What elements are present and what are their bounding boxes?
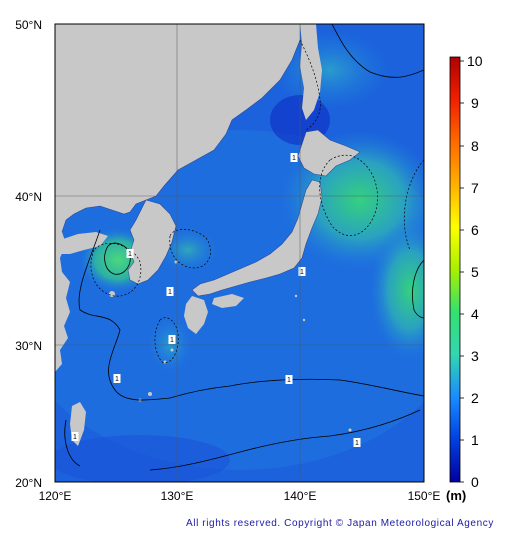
lon-label-140e: 140°E bbox=[284, 489, 317, 503]
colorbar-ticks bbox=[460, 60, 464, 483]
land-masses bbox=[55, 24, 360, 446]
colorbar-tick-5: 5 bbox=[471, 264, 479, 280]
graticule bbox=[55, 24, 424, 482]
land-hokkaido bbox=[298, 130, 360, 176]
colorbar-gradient bbox=[449, 56, 461, 483]
coastlines bbox=[61, 39, 361, 297]
colorbar-tick-7: 7 bbox=[471, 180, 479, 196]
contour-label: 1 bbox=[168, 289, 172, 296]
land-korea bbox=[128, 200, 176, 284]
map-frame bbox=[54, 23, 425, 483]
contour-label: 1 bbox=[355, 440, 359, 447]
contour-label: 1 bbox=[292, 155, 296, 162]
colorbar-tick-1: 1 bbox=[471, 432, 479, 448]
contours-solid bbox=[64, 24, 424, 471]
contour-1m-east bbox=[412, 259, 424, 319]
contour-1m-taiwan bbox=[64, 419, 81, 467]
contour-label: 1 bbox=[73, 434, 77, 441]
lat-label-40n: 40°N bbox=[15, 190, 42, 204]
contour-1m-north bbox=[331, 24, 424, 78]
contour-label: 1 bbox=[115, 376, 119, 383]
colorbar-tick-10: 10 bbox=[467, 53, 483, 69]
latitude-labels: 50°N 40°N 30°N 20°N bbox=[15, 18, 42, 490]
lon-label-130e: 130°E bbox=[161, 489, 194, 503]
contours-dashed bbox=[90, 39, 424, 363]
map-canvas: 1 1 1 1 1 1 1 1 1 bbox=[55, 24, 424, 482]
contour-label: 1 bbox=[128, 251, 132, 258]
contour-dashed-yellow-sea bbox=[90, 242, 142, 297]
contour-dashed-sea-of-japan bbox=[169, 229, 211, 269]
lat-label-50n: 50°N bbox=[15, 18, 42, 32]
colorbar: 10 9 8 7 6 5 4 3 2 1 0 (m) bbox=[446, 53, 483, 503]
lat-label-30n: 30°N bbox=[15, 339, 42, 353]
colorbar-tick-3: 3 bbox=[471, 348, 479, 364]
contour-label: 1 bbox=[170, 337, 174, 344]
land-asia-mainland bbox=[55, 24, 300, 372]
land-kyushu bbox=[184, 296, 208, 334]
wave-field-far-east bbox=[370, 220, 424, 360]
land-shandong bbox=[60, 232, 108, 254]
land-honshu bbox=[192, 180, 322, 296]
contour-dashed-east bbox=[319, 154, 378, 236]
colorbar-tick-6: 6 bbox=[471, 222, 479, 238]
land-sakhalin bbox=[300, 24, 322, 120]
copyright-notice: All rights reserved. Copyright © Japan M… bbox=[186, 518, 494, 529]
contour-1m-south bbox=[149, 409, 421, 471]
contour-1m-korea bbox=[104, 242, 131, 275]
colorbar-tick-8: 8 bbox=[471, 138, 479, 154]
colorbar-tick-2: 2 bbox=[471, 390, 479, 406]
contour-1m-west bbox=[78, 229, 424, 401]
lon-label-120e: 120°E bbox=[39, 489, 72, 503]
longitude-labels: 120°E 130°E 140°E 150°E bbox=[39, 489, 441, 503]
colorbar-tick-9: 9 bbox=[471, 95, 479, 111]
colorbar-tick-0: 0 bbox=[471, 474, 479, 490]
contour-dashed-far-east bbox=[404, 159, 424, 251]
lon-label-150e: 150°E bbox=[408, 489, 441, 503]
contour-label: 1 bbox=[287, 377, 291, 384]
calm-area-south bbox=[55, 435, 230, 482]
colorbar-tick-4: 4 bbox=[471, 306, 479, 322]
colorbar-unit: (m) bbox=[446, 488, 466, 503]
lat-label-20n: 20°N bbox=[15, 476, 42, 490]
land-jeju bbox=[109, 291, 115, 297]
contour-label: 1 bbox=[300, 269, 304, 276]
contour-labels: 1 1 1 1 1 1 1 1 1 bbox=[71, 153, 361, 447]
land-shikoku bbox=[212, 294, 244, 308]
